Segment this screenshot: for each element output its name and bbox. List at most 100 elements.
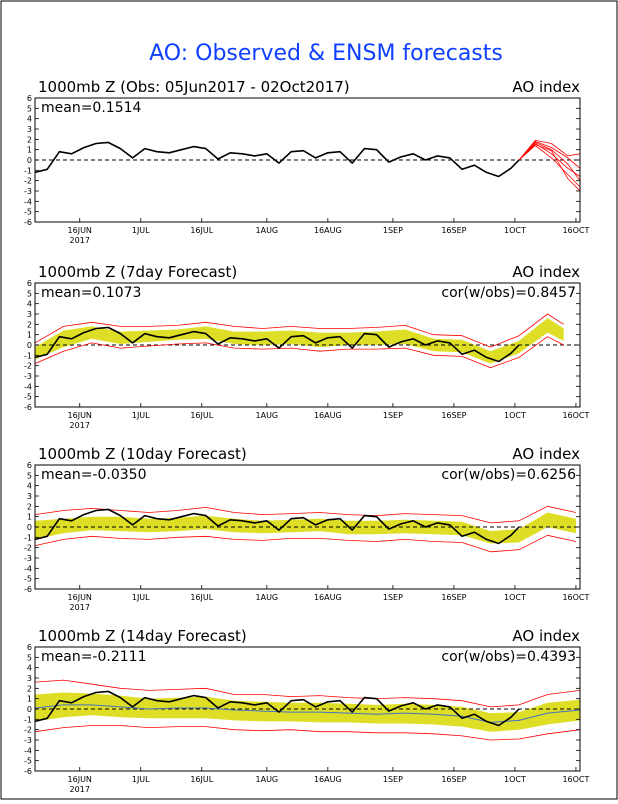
x-tick-label: 1AUG <box>256 411 279 420</box>
panel-title: 1000mb Z (7day Forecast) <box>38 263 237 281</box>
x-tick-label: 16AUG <box>314 411 342 420</box>
y-tick-label: 0 <box>27 156 32 165</box>
y-tick-label: 3 <box>27 492 32 501</box>
panel-2: 1000mb Z (7day Forecast) AO index6543210-… <box>24 263 590 430</box>
series-forecast-member <box>518 143 580 177</box>
x-tick-label: 16JUL <box>190 593 213 602</box>
x-tick-label: 1SEP <box>383 411 403 420</box>
x-tick-label: 1JUL <box>132 593 150 602</box>
x-tick-label: 1OCT <box>504 411 526 420</box>
panel-title: 1000mb Z (14day Forecast) <box>38 627 247 645</box>
series-forecast-member <box>518 145 580 188</box>
x-tick-label: 16AUG <box>314 226 342 235</box>
x-tick-label: 1OCT <box>504 775 526 784</box>
x-tick-label: 1AUG <box>256 593 279 602</box>
y-tick-label: 6 <box>27 279 32 288</box>
y-tick-label: 4 <box>27 300 32 309</box>
x-tick-label: 16AUG <box>314 775 342 784</box>
x-tick-label: 16JUL <box>190 775 213 784</box>
y-tick-label: 6 <box>27 643 32 652</box>
y-tick-label: -5 <box>24 575 32 584</box>
y-tick-label: -3 <box>24 736 32 745</box>
panel-1: 1000mb Z (Obs: 05Jun2017 - 02Oct2017) AO … <box>24 78 590 245</box>
y-tick-label: -6 <box>24 218 32 227</box>
y-tick-label: -1 <box>24 533 32 542</box>
y-tick-label: 2 <box>27 502 32 511</box>
x-tick-label: 16JUL <box>190 411 213 420</box>
series-band-edge <box>35 725 580 741</box>
y-tick-label: -6 <box>24 403 32 412</box>
x-tick-label: 1JUL <box>132 226 150 235</box>
x-tick-label: 16SEP <box>441 775 466 784</box>
series-observed <box>35 508 520 545</box>
y-tick-label: 0 <box>27 523 32 532</box>
correlation-label: cor(w/obs)=0.8457 <box>441 285 576 301</box>
y-tick-label: 5 <box>27 653 32 662</box>
x-tick-label: 16OCT <box>562 226 589 235</box>
x-year-label: 2017 <box>70 236 90 245</box>
x-year-label: 2017 <box>70 421 90 430</box>
y-tick-label: -2 <box>24 362 32 371</box>
correlation-label: cor(w/obs)=0.4393 <box>441 649 576 665</box>
mean-label: mean=-0.0350 <box>41 467 146 483</box>
x-tick-label: 1OCT <box>504 593 526 602</box>
series-band-edge <box>35 313 564 348</box>
y-tick-label: 3 <box>27 674 32 683</box>
y-tick-label: -5 <box>24 208 32 217</box>
series-band-edge <box>35 505 576 524</box>
correlation-label: cor(w/obs)=0.6256 <box>441 467 576 483</box>
ensemble-band <box>35 318 564 364</box>
panel-right-label: AO index <box>512 627 580 645</box>
mean-label: mean=0.1073 <box>41 285 141 301</box>
y-tick-label: -1 <box>24 715 32 724</box>
y-tick-label: 0 <box>27 341 32 350</box>
series-forecast-member <box>518 141 580 181</box>
x-tick-label: 16OCT <box>562 411 589 420</box>
y-tick-label: -1 <box>24 166 32 175</box>
x-tick-label: 1AUG <box>256 775 279 784</box>
y-tick-label: 1 <box>27 331 32 340</box>
y-tick-label: -3 <box>24 554 32 563</box>
panel-plot-area <box>35 139 580 192</box>
y-tick-label: -4 <box>24 746 32 755</box>
panel-plot-area <box>35 679 580 741</box>
x-tick-label: 16AUG <box>314 593 342 602</box>
x-tick-label: 1SEP <box>383 775 403 784</box>
x-tick-label: 16JUL <box>190 226 213 235</box>
series-observed <box>35 141 520 178</box>
series-band-edge <box>35 336 564 369</box>
y-tick-label: 6 <box>27 94 32 103</box>
y-tick-label: 0 <box>27 705 32 714</box>
y-tick-label: -6 <box>24 585 32 594</box>
mean-label: mean=-0.2111 <box>41 649 146 665</box>
x-year-label: 2017 <box>70 785 90 794</box>
y-tick-label: -4 <box>24 197 32 206</box>
panels: 1000mb Z (Obs: 05Jun2017 - 02Oct2017) AO … <box>24 78 590 794</box>
x-tick-label: 1AUG <box>256 226 279 235</box>
x-tick-label: 1SEP <box>383 226 403 235</box>
y-tick-label: 6 <box>27 461 32 470</box>
mean-label: mean=0.1514 <box>41 100 142 116</box>
y-tick-label: 4 <box>27 482 32 491</box>
y-tick-label: 1 <box>27 695 32 704</box>
y-tick-label: 3 <box>27 310 32 319</box>
x-tick-label: 16JUN <box>68 593 92 602</box>
y-tick-label: -6 <box>24 767 32 776</box>
series-observed <box>35 690 520 727</box>
series-forecast-member <box>518 140 580 169</box>
x-tick-label: 1JUL <box>132 411 150 420</box>
y-tick-label: 2 <box>27 320 32 329</box>
x-tick-label: 16SEP <box>441 593 466 602</box>
panel-plot-area <box>35 505 580 553</box>
y-tick-label: 2 <box>27 135 32 144</box>
series-forecast-member <box>518 139 580 161</box>
y-tick-label: 5 <box>27 104 32 113</box>
y-tick-label: -5 <box>24 393 32 402</box>
x-tick-label: 16JUN <box>68 411 92 420</box>
x-tick-label: 1JUL <box>132 775 150 784</box>
x-year-label: 2017 <box>70 603 90 612</box>
y-tick-label: -3 <box>24 187 32 196</box>
y-tick-label: -2 <box>24 544 32 553</box>
